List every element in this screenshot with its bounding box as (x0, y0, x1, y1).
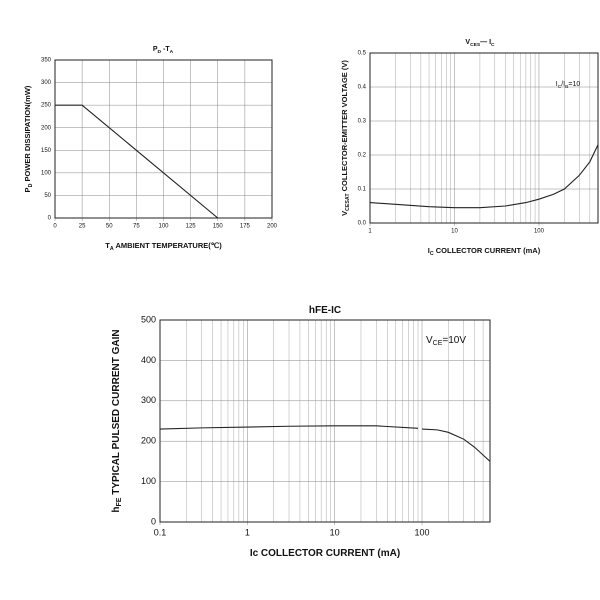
x-tick-label: 100 (415, 527, 430, 537)
annotation-part: =10 (568, 81, 580, 88)
chart-title-sub: D (158, 49, 162, 55)
y-tick-label: 0.5 (358, 51, 367, 57)
annotation-sub: CE (433, 340, 443, 347)
plot-frame (369, 52, 599, 224)
y-tick-label: 100 (141, 476, 156, 486)
x-axis-label: TA AMBIENT TEMPERATURE(℃) (105, 241, 222, 252)
x-tick-label: 75 (133, 224, 140, 230)
y-tick-label: 0.0 (358, 221, 367, 227)
chart-title-part: V (465, 39, 470, 46)
y-tick-label: 500 (141, 314, 156, 324)
annotation-part: =10V (442, 335, 466, 346)
y-tick-label: 0.1 (358, 187, 367, 193)
x-tick-label: 100 (158, 224, 169, 230)
y-tick-label: 0.4 (358, 85, 367, 91)
chart-title-part: — I (480, 39, 491, 46)
y-axis-label-part: COLLECTOR-EMITTER VOLTAGE (V) (340, 60, 349, 194)
y-axis-label-part: POWER DISSIPATION(mW) (23, 85, 32, 184)
y-axis-label-part: h (111, 507, 122, 513)
y-tick-label: 0 (151, 516, 156, 526)
data-line (369, 144, 599, 209)
annotation-part: V (426, 335, 433, 346)
x-axis-label-part: Ic COLLECTOR CURRENT (mA) (250, 548, 400, 559)
x-tick-label: 125 (186, 224, 197, 230)
y-axis-label-part: V (340, 211, 349, 216)
x-tick-label: 10 (451, 229, 458, 235)
annotation: VCE=10V (426, 335, 466, 348)
y-axis-label-part: TYPICAL PULSED CURRENT GAIN (111, 329, 122, 497)
chart-title-part: hFE-IC (309, 305, 341, 316)
x-tick-label: 200 (267, 224, 278, 230)
y-tick-label: 0 (48, 216, 52, 222)
annotation-sub: B (565, 84, 568, 90)
y-tick-label: 50 (44, 193, 51, 199)
y-tick-label: 200 (41, 125, 52, 131)
y-tick-label: 0.2 (358, 153, 367, 159)
x-axis-label-sub: C (430, 251, 434, 257)
chart-title-sub: A (170, 49, 174, 55)
y-tick-label: 0.3 (358, 119, 367, 125)
data-line (55, 104, 219, 219)
annotation: IC/IB=10 (556, 81, 581, 90)
y-axis-label: PD POWER DISSIPATION(mW) (23, 85, 34, 192)
x-tick-label: 150 (213, 224, 224, 230)
x-tick-label: 25 (79, 224, 86, 230)
plot-frame (159, 319, 491, 523)
chart-title-sub: CES (470, 42, 481, 48)
y-axis-label: VCESAT COLLECTOR-EMITTER VOLTAGE (V) (340, 60, 351, 216)
x-tick-label: 0.1 (154, 527, 167, 537)
annotation-part: /I (561, 81, 565, 88)
y-tick-label: 400 (141, 355, 156, 365)
x-tick-label: 175 (240, 224, 251, 230)
x-axis-label-part: I (428, 246, 430, 255)
x-axis-label-part: AMBIENT TEMPERATURE(℃) (114, 241, 223, 250)
y-axis-label-sub: CESAT (345, 193, 351, 211)
chart-title: hFE-IC (309, 305, 341, 316)
y-tick-label: 200 (141, 436, 156, 446)
x-axis-label-part: T (105, 241, 110, 250)
x-axis-label-part: COLLECTOR CURRENT (mA) (434, 246, 541, 255)
chart-title-part: P (153, 46, 158, 53)
y-tick-label: 300 (41, 80, 52, 86)
x-axis-label: Ic COLLECTOR CURRENT (mA) (250, 548, 400, 559)
data-line (159, 425, 491, 462)
chart-title-part: -T (161, 46, 170, 53)
chart-title-sub: C (491, 42, 495, 48)
y-tick-label: 150 (41, 148, 52, 154)
x-axis-label: IC COLLECTOR CURRENT (mA) (428, 246, 541, 257)
x-tick-label: 1 (368, 229, 372, 235)
chart-title: PD -TA (153, 46, 174, 55)
x-tick-label: 0 (53, 224, 57, 230)
y-tick-label: 100 (41, 170, 52, 176)
y-axis-label: hFE TYPICAL PULSED CURRENT GAIN (111, 329, 124, 512)
chart-title: VCES— IC (465, 39, 495, 48)
x-tick-label: 10 (330, 527, 340, 537)
y-axis-label-sub: FE (116, 497, 123, 506)
plot-frame (54, 59, 273, 219)
x-axis-label-sub: A (110, 246, 114, 252)
y-tick-label: 350 (41, 58, 52, 64)
x-tick-label: 1 (245, 527, 250, 537)
y-axis-label-sub: D (28, 183, 34, 187)
y-tick-label: 250 (41, 103, 52, 109)
y-tick-label: 300 (141, 395, 156, 405)
x-tick-label: 50 (106, 224, 113, 230)
annotation-sub: C (558, 84, 562, 90)
x-tick-label: 100 (534, 229, 545, 235)
annotation-part: I (556, 81, 558, 88)
y-axis-label-part: P (23, 187, 32, 192)
